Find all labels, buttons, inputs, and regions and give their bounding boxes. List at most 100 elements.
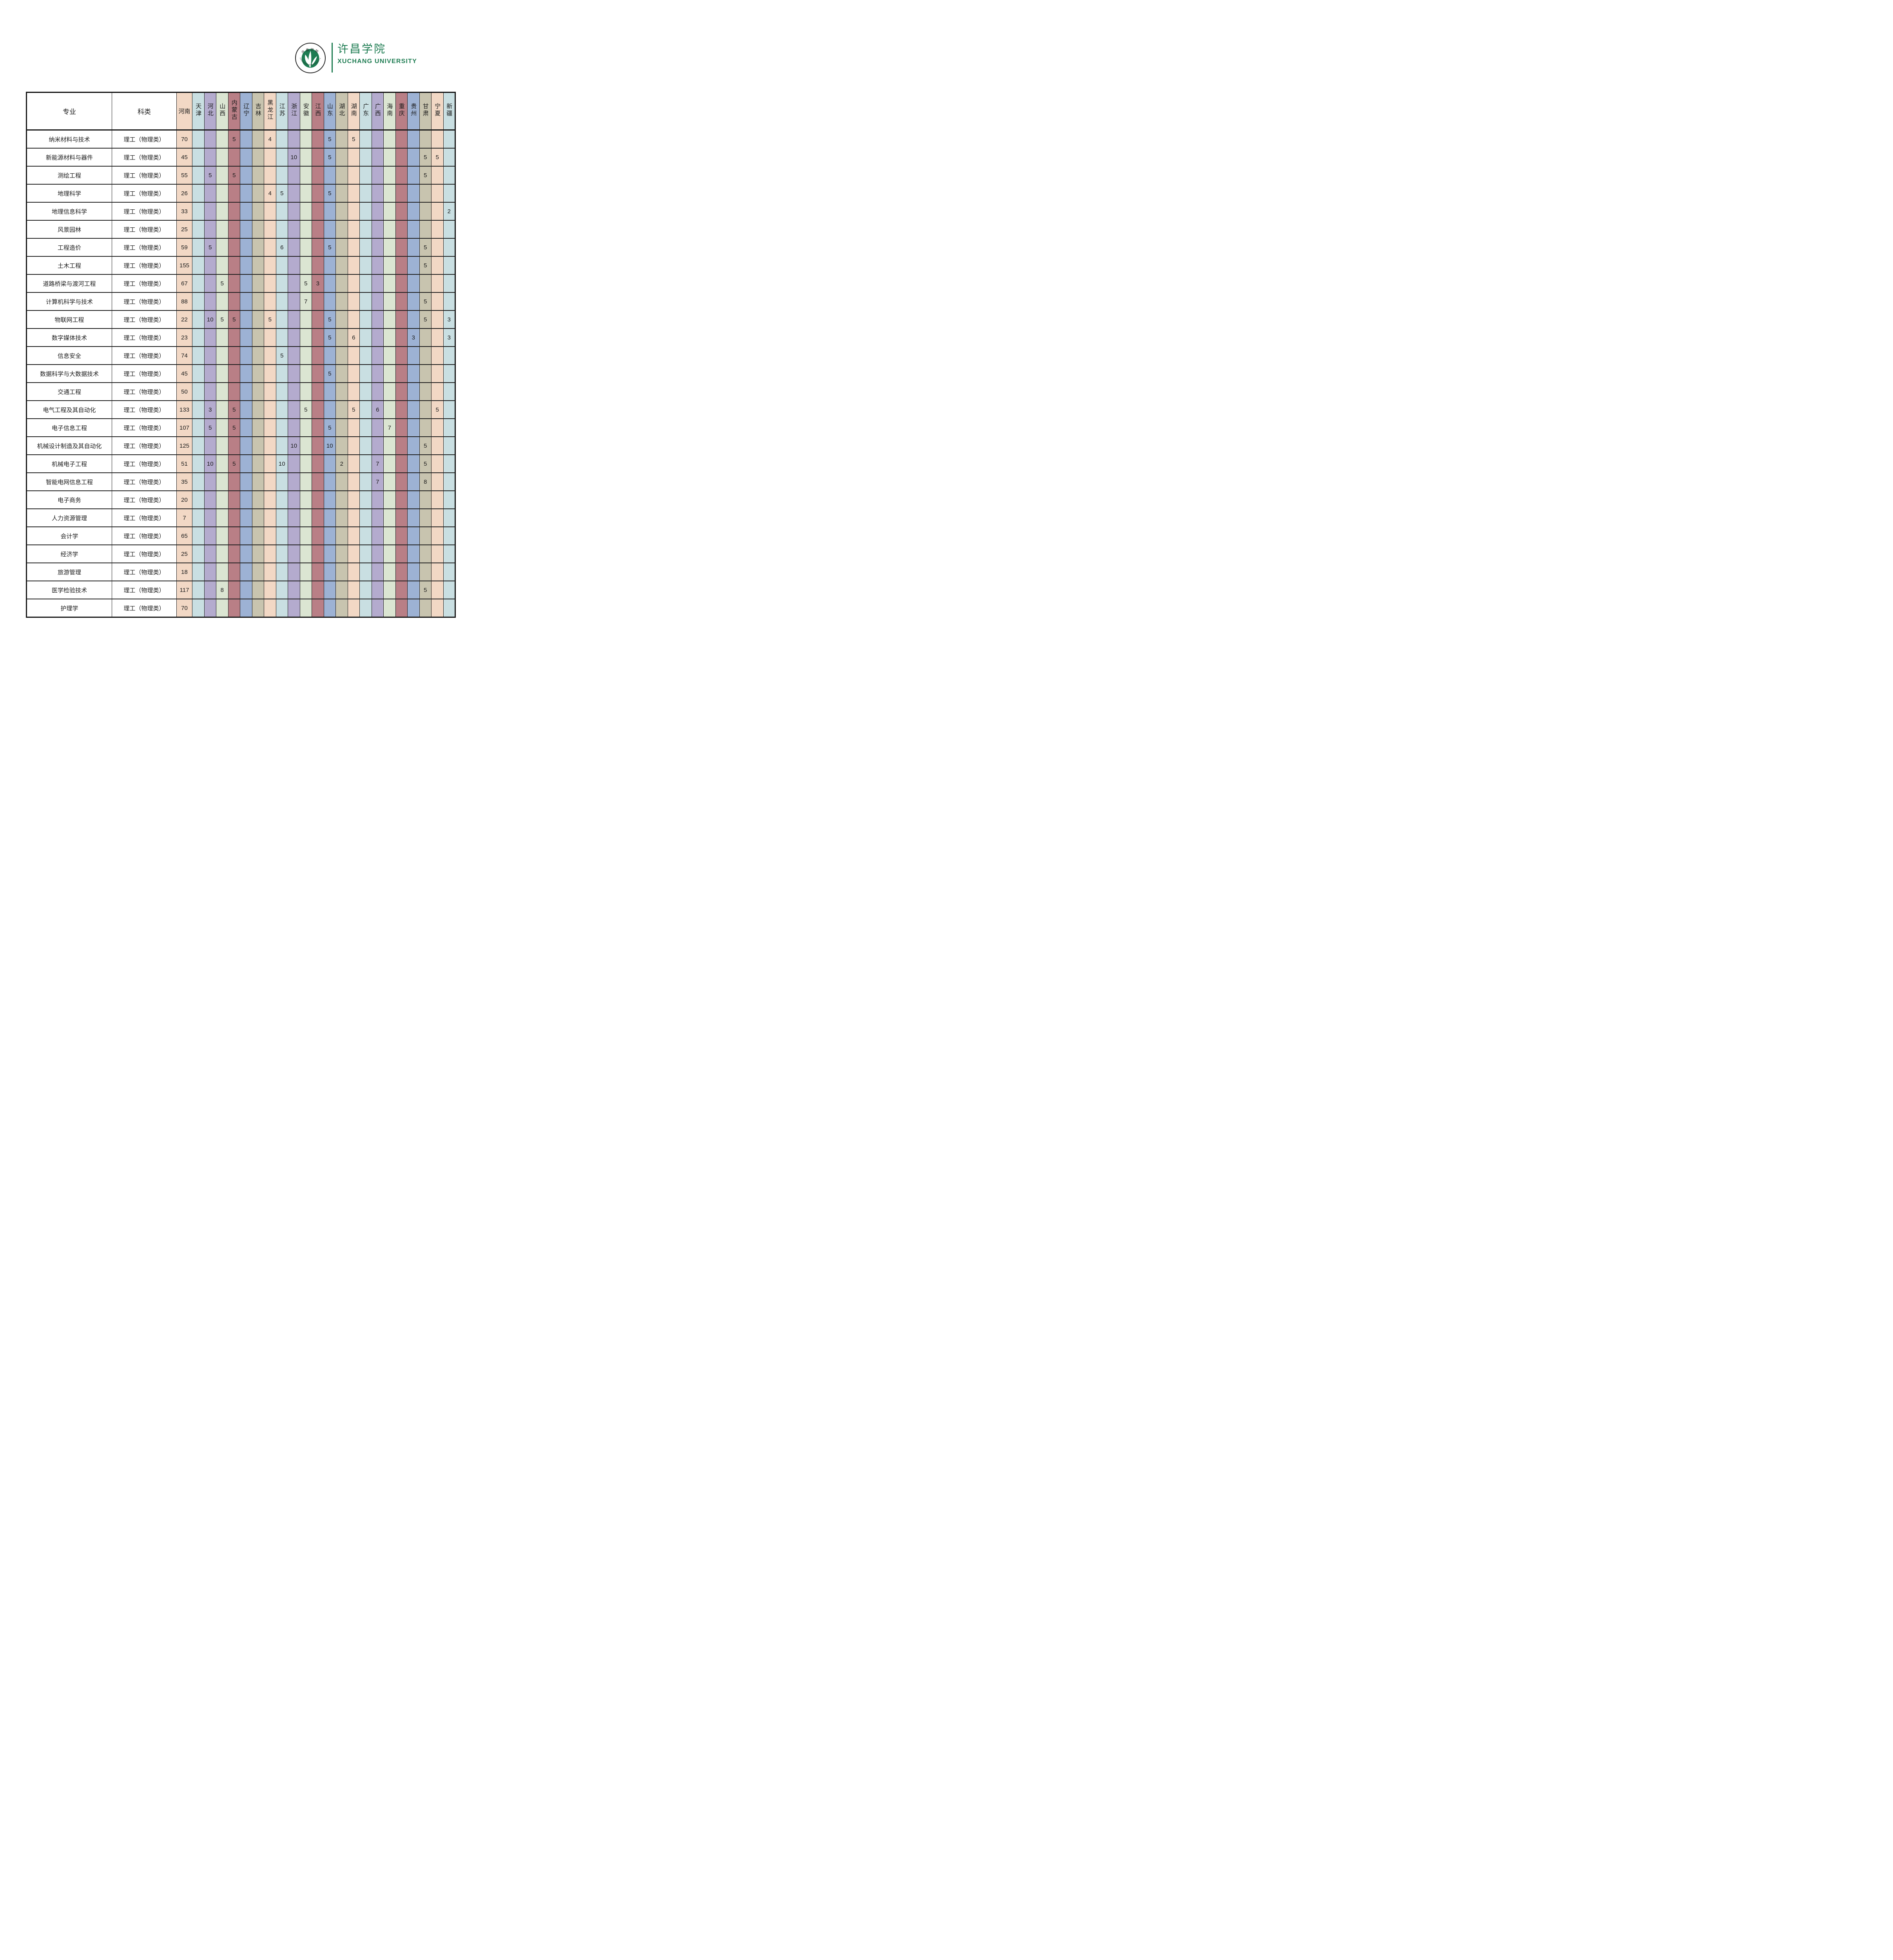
value-cell (431, 220, 444, 239)
value-cell (216, 382, 228, 401)
value-cell (347, 526, 360, 545)
value-cell (443, 400, 455, 419)
value-cell (252, 148, 264, 167)
value-cell (431, 328, 444, 347)
major-cell: 智能电网信息工程 (26, 472, 112, 491)
value-cell (288, 382, 300, 401)
value-cell (192, 400, 205, 419)
value-cell (395, 292, 408, 311)
value-cell (312, 508, 324, 527)
value-cell (347, 418, 360, 437)
value-cell (312, 490, 324, 509)
category-cell: 理工（物理类） (112, 418, 177, 437)
value-cell (395, 436, 408, 455)
value-cell (240, 599, 252, 618)
value-cell: 70 (176, 599, 192, 618)
category-cell: 理工（物理类） (112, 490, 177, 509)
value-cell (240, 364, 252, 383)
value-cell (204, 436, 216, 455)
value-cell (443, 238, 455, 257)
col-header-province: 贵州 (407, 92, 420, 131)
value-cell (431, 454, 444, 473)
category-cell: 理工（物理类） (112, 400, 177, 419)
value-cell: 45 (176, 148, 192, 167)
value-cell (192, 544, 205, 563)
province-name-vertical: 河北 (207, 103, 214, 117)
value-cell (264, 166, 276, 185)
col-header-province: 江苏 (276, 92, 288, 131)
value-cell (299, 256, 312, 275)
value-cell (204, 490, 216, 509)
value-cell (240, 400, 252, 419)
major-cell: 工程造价 (26, 238, 112, 257)
value-cell (276, 364, 288, 383)
value-cell (264, 220, 276, 239)
value-cell: 74 (176, 346, 192, 365)
value-cell (347, 166, 360, 185)
table-row: 土木工程 理工（物理类） 155 5 (26, 256, 455, 275)
value-cell (335, 400, 348, 419)
value-cell (276, 148, 288, 167)
value-cell (252, 400, 264, 419)
value-cell (323, 454, 336, 473)
value-cell (335, 526, 348, 545)
value-cell (431, 364, 444, 383)
value-cell: 3 (312, 274, 324, 293)
value-cell (359, 599, 372, 618)
value-cell (347, 184, 360, 203)
value-cell (264, 454, 276, 473)
value-cell (359, 364, 372, 383)
value-cell (204, 129, 216, 149)
value-cell (407, 454, 420, 473)
value-cell (407, 148, 420, 167)
value-cell (395, 400, 408, 419)
value-cell (299, 328, 312, 347)
value-cell (347, 202, 360, 221)
category-cell: 理工（物理类） (112, 129, 177, 149)
major-cell: 信息安全 (26, 346, 112, 365)
value-cell (395, 526, 408, 545)
value-cell (395, 490, 408, 509)
value-cell (252, 129, 264, 149)
value-cell: 5 (228, 400, 240, 419)
value-cell (323, 202, 336, 221)
value-cell (216, 220, 228, 239)
value-cell: 5 (323, 184, 336, 203)
value-cell (192, 184, 205, 203)
value-cell: 7 (299, 292, 312, 311)
value-cell (252, 508, 264, 527)
value-cell (312, 129, 324, 149)
col-header-province: 海南 (383, 92, 396, 131)
value-cell: 3 (443, 310, 455, 329)
value-cell (347, 490, 360, 509)
value-cell (252, 328, 264, 347)
value-cell (371, 508, 384, 527)
value-cell (383, 328, 396, 347)
value-cell (216, 364, 228, 383)
value-cell (192, 256, 205, 275)
value-cell (288, 364, 300, 383)
value-cell (383, 544, 396, 563)
value-cell (299, 346, 312, 365)
value-cell (216, 166, 228, 185)
value-cell (216, 346, 228, 365)
value-cell (192, 508, 205, 527)
value-cell (192, 454, 205, 473)
brand-text: 许昌学院 XUCHANG UNIVERSITY (337, 42, 417, 65)
value-cell (323, 544, 336, 563)
value-cell (299, 166, 312, 185)
value-cell (359, 563, 372, 581)
table-row: 数字媒体技术 理工（物理类） 23 5 6 3 3 (26, 328, 455, 347)
value-cell (276, 292, 288, 311)
value-cell (335, 166, 348, 185)
table-row: 物联网工程 理工（物理类） 22 10 5 5 5 5 5 3 (26, 310, 455, 329)
value-cell (395, 508, 408, 527)
value-cell (192, 526, 205, 545)
value-cell: 5 (204, 418, 216, 437)
value-cell: 5 (228, 129, 240, 149)
value-cell (299, 310, 312, 329)
col-header-province: 天津 (192, 92, 205, 131)
value-cell (443, 490, 455, 509)
category-cell: 理工（物理类） (112, 184, 177, 203)
value-cell (216, 202, 228, 221)
